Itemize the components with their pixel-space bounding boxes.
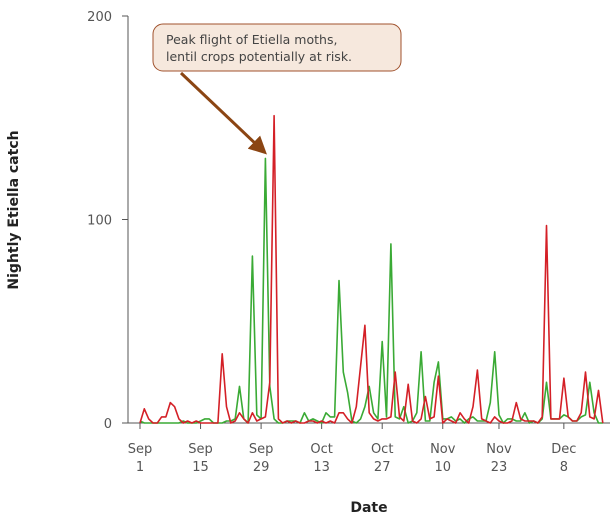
x-tick-label-month: Sep <box>249 442 274 457</box>
x-tick-label-month: Sep <box>188 442 213 457</box>
series-line-1 <box>139 157 603 424</box>
x-ticks: Sep 1 Sep 15 Sep 29 Oct 13 Oct 27 Nov 10 Nov 23 Dec 8 <box>128 423 576 475</box>
y-tick-label: 100 <box>87 214 112 229</box>
x-tick-label-day: 23 <box>491 460 508 475</box>
x-tick-label-day: 13 <box>313 460 330 475</box>
axes <box>127 16 610 424</box>
x-tick-label-day: 10 <box>434 460 451 475</box>
annotation-arrow <box>179 71 267 155</box>
x-tick-label-month: Nov <box>430 442 456 457</box>
x-tick-label-month: Oct <box>371 442 393 457</box>
x-tick-label-month: Sep <box>128 442 153 457</box>
y-axis-title: Nightly Etiella catch <box>6 130 22 289</box>
series-lines <box>139 114 604 424</box>
x-tick-label-day: 27 <box>374 460 391 475</box>
annotation-line-2: lentil crops potentially at risk. <box>166 49 352 64</box>
x-tick-label-day: 1 <box>136 460 144 475</box>
x-tick-label-month: Nov <box>486 442 512 457</box>
x-tick-label-day: 29 <box>253 460 270 475</box>
y-tick-label: 200 <box>87 10 112 25</box>
annotation-line-1: Peak flight of Etiella moths, <box>166 32 337 47</box>
annotation-callout: Peak flight of Etiella moths, lentil cro… <box>152 23 402 155</box>
y-tick-label: 0 <box>104 417 112 432</box>
annotation-box <box>152 23 402 72</box>
x-tick-label-day: 15 <box>192 460 209 475</box>
series-line-2 <box>139 114 604 424</box>
y-ticks: 0 100 200 <box>87 10 128 432</box>
x-axis-title: Date <box>350 500 387 516</box>
x-tick-label-month: Oct <box>310 442 332 457</box>
x-tick-label-day: 8 <box>560 460 568 475</box>
x-tick-label-month: Dec <box>551 442 576 457</box>
